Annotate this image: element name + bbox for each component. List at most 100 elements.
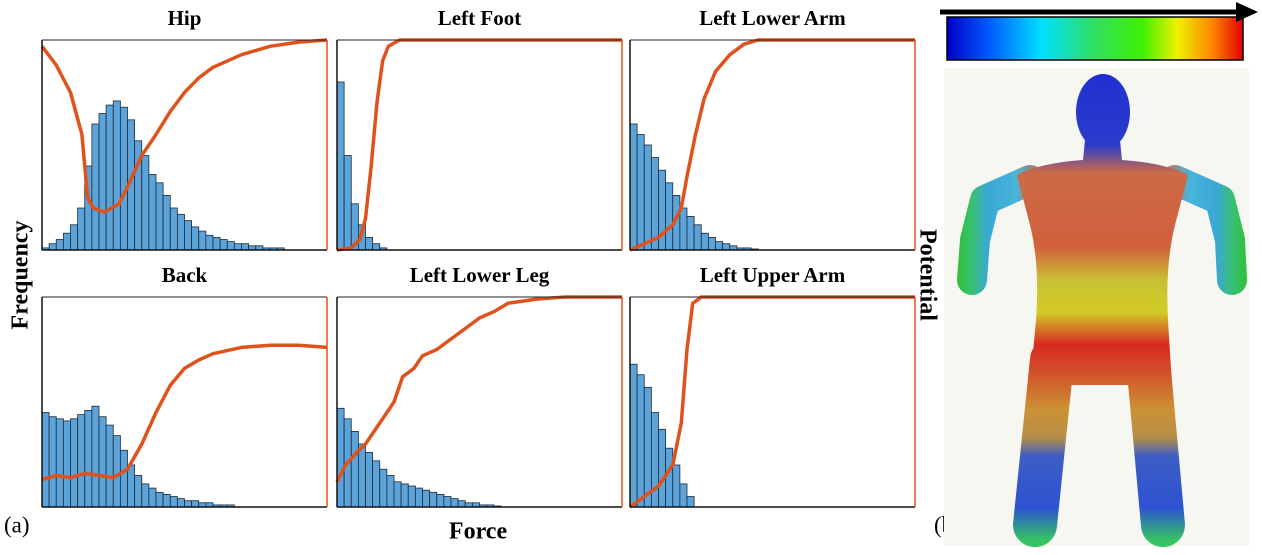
histogram-bar [429,491,438,508]
histogram-bar [169,496,178,508]
histogram-bar [629,123,638,251]
histogram-bar [176,498,185,508]
histogram-bar [672,464,681,508]
histogram-bar [48,243,57,251]
histogram-bar [343,155,352,251]
leg [1013,338,1074,547]
histogram-bar [643,386,652,508]
histogram-bar [48,416,57,508]
head [1076,74,1130,150]
histogram-bar [379,468,388,508]
chart-title: Left Lower Leg [410,263,550,287]
histogram-bar [407,485,416,508]
histogram-bar [658,428,667,508]
chart-title: Hip [168,6,202,30]
histogram-bar [650,412,659,508]
panel-label: (a) [4,512,30,537]
histogram-bar [665,447,674,508]
colorbar-gradient [946,16,1244,61]
histogram-bar [233,243,242,251]
histogram-bar [226,241,235,251]
potential-line [41,343,328,482]
histogram-bar [77,414,86,508]
histogram-bar [400,483,409,508]
histogram-bar [70,224,79,251]
histogram-bar [55,239,64,251]
histogram-bar [372,460,381,508]
histogram-bar [241,243,250,251]
x-axis-label: Force [449,519,508,545]
y2-axis-label: Potential [914,229,940,321]
potential-line [40,38,328,214]
histogram-bar [141,483,150,508]
histogram-bar [350,430,359,508]
histogram-bar [84,409,93,508]
arm [1160,165,1247,295]
histogram-bar [372,243,381,251]
histogram-bar [169,207,178,251]
histogram-bar [162,194,171,251]
histogram-bar [357,443,366,508]
arm [957,165,1045,295]
charts: Hip Left Foot Left Lower Arm Back Left Lower… [40,6,916,509]
histogram-bar [393,481,402,508]
histogram-bar [436,493,445,508]
histogram-bar [643,144,652,251]
histogram-bar [365,236,374,251]
histogram-bar [679,483,688,508]
histogram-bar [62,420,71,508]
y-axis-label: Frequency [8,221,34,330]
histogram-bar [636,134,645,251]
histogram-bar [450,498,459,508]
histogram-bar [162,493,171,508]
chart-title: Left Upper Arm [700,263,846,287]
histogram-bar [112,100,121,251]
histogram-bar [365,451,374,508]
potential-line [336,38,622,252]
histogram-bar [119,449,128,508]
histogram-bar [62,232,71,251]
histogram-bar [98,416,107,508]
arrow-head [1236,2,1258,22]
histogram-bar [148,173,157,251]
histogram-bar [176,213,185,251]
histogram-bar [119,106,128,251]
histogram-bar [112,435,121,508]
histogram-bar [336,81,345,251]
histogram-bar [91,123,100,251]
histogram-bar [191,226,200,251]
histogram-bar [636,374,645,508]
histogram-bar [98,113,107,251]
histogram-bar [55,418,64,508]
histogram-bar [198,230,207,251]
chart-title: Back [162,263,208,287]
potential-line [628,295,915,509]
histogram-bar [212,236,221,251]
histogram-bar [155,491,164,508]
histogram-bar [686,496,695,508]
histogram-bar [422,489,431,508]
leg [1126,338,1185,547]
histogram-bar [336,407,345,508]
histogram-bar [443,496,452,508]
histogram-bar [184,500,193,508]
histogram-bar [665,182,674,251]
colorbar [940,2,1258,61]
torso [1017,140,1188,385]
histogram-bar [707,236,716,251]
histogram-bar [70,418,79,508]
histogram-bar [105,424,114,508]
histogram-bar [91,405,100,508]
histogram-bar [679,207,688,251]
histogram-bar [148,487,157,508]
histogram-bar [205,234,214,251]
histogram-bar [715,241,724,251]
histogram-bar [191,500,200,508]
histogram-bar [77,207,86,251]
histogram-bar [105,104,114,251]
histogram-bar [184,220,193,251]
chart-title: Left Foot [438,6,521,30]
chart-title: Left Lower Arm [699,6,846,30]
